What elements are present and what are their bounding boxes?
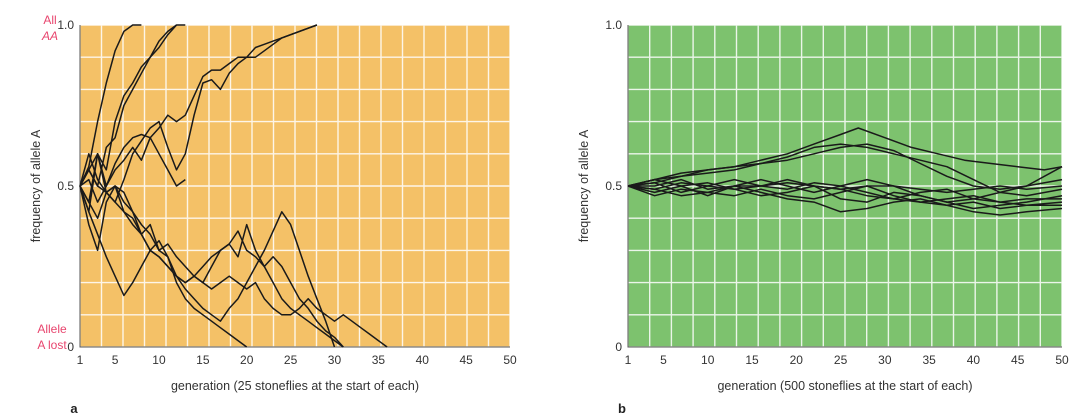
x-tick-label: 30 bbox=[878, 353, 892, 367]
annotation-top-2: AA bbox=[41, 29, 58, 43]
x-tick-label: 25 bbox=[834, 353, 848, 367]
y-tick-label: 0 bbox=[615, 340, 622, 354]
x-tick-label: 1 bbox=[625, 353, 632, 367]
x-axis-label: generation (25 stoneflies at the start o… bbox=[171, 379, 419, 393]
x-axis-label: generation (500 stoneflies at the start … bbox=[717, 379, 972, 393]
x-tick-label: 15 bbox=[745, 353, 759, 367]
x-tick-label: 10 bbox=[152, 353, 166, 367]
series-line-3 bbox=[627, 143, 1063, 190]
x-tick-label: 10 bbox=[701, 353, 715, 367]
grid bbox=[79, 24, 511, 348]
x-tick-label: 35 bbox=[372, 353, 386, 367]
x-tick-label: 1 bbox=[77, 353, 84, 367]
axis-lines bbox=[79, 25, 510, 348]
panel-letter: b bbox=[618, 401, 626, 416]
series-line-7 bbox=[627, 185, 1062, 210]
x-tick-label: 50 bbox=[503, 353, 517, 367]
series-line-10 bbox=[628, 178, 1062, 203]
series-line-5 bbox=[79, 24, 318, 203]
x-tick-label: 20 bbox=[790, 353, 804, 367]
series-line-6 bbox=[627, 182, 1063, 210]
x-tick-label: 30 bbox=[328, 353, 342, 367]
x-tick-label: 15 bbox=[196, 353, 210, 367]
x-tick-label: 45 bbox=[1011, 353, 1025, 367]
x-tick-label: 40 bbox=[967, 353, 981, 367]
series-line-8 bbox=[79, 185, 344, 348]
x-tick-label: 35 bbox=[922, 353, 936, 367]
y-tick-label: 0 bbox=[67, 340, 74, 354]
series-line-10 bbox=[79, 185, 336, 348]
y-axis-label: frequency of allele A bbox=[577, 129, 591, 242]
series-line-11 bbox=[79, 153, 388, 348]
annotation-top-1: All bbox=[43, 13, 56, 27]
y-axis-label: frequency of allele A bbox=[29, 129, 43, 242]
series-line-8 bbox=[627, 185, 1063, 216]
y-tick-label: 1.0 bbox=[57, 18, 74, 32]
x-tick-label: 5 bbox=[660, 353, 667, 367]
series-line-6 bbox=[79, 133, 186, 203]
series-line-9 bbox=[627, 178, 1063, 207]
x-tick-label: 50 bbox=[1055, 353, 1069, 367]
series-line-2 bbox=[627, 143, 1063, 194]
series-line-4 bbox=[79, 24, 318, 213]
x-tick-label: 40 bbox=[416, 353, 430, 367]
y-tick-label: 1.0 bbox=[605, 18, 622, 32]
x-tick-label: 20 bbox=[240, 353, 254, 367]
panel-letter: a bbox=[70, 401, 78, 416]
x-tick-label: 5 bbox=[112, 353, 119, 367]
x-tick-label: 45 bbox=[459, 353, 473, 367]
y-tick-label: 0.5 bbox=[57, 179, 74, 193]
axis-lines bbox=[627, 25, 1062, 348]
y-tick-label: 0.5 bbox=[605, 179, 622, 193]
annotation-bottom-1: Allele bbox=[37, 322, 67, 336]
x-tick-label: 25 bbox=[284, 353, 298, 367]
series-line-7 bbox=[79, 185, 248, 348]
annotation-bottom-2: A lost bbox=[37, 338, 67, 352]
